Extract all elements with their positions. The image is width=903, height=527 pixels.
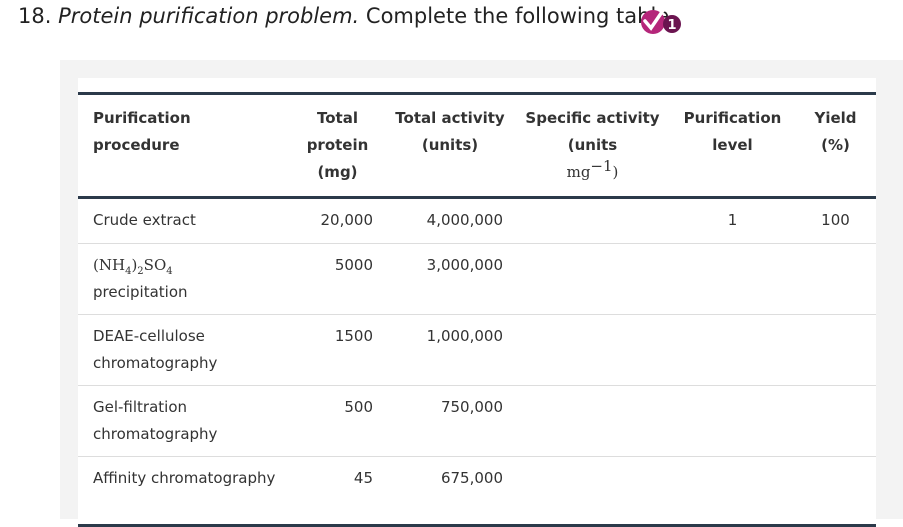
- activity-cell: 750,000: [385, 385, 515, 457]
- activity-cell: 675,000: [385, 456, 515, 527]
- assignment-icon: 1: [641, 7, 681, 34]
- specific-activity-cell: [515, 314, 670, 386]
- column-header: Purification procedure: [78, 92, 290, 199]
- purification-cell: 1: [670, 197, 795, 244]
- formula: (NH4)2SO4: [93, 256, 173, 277]
- protein-cell: 45: [290, 456, 385, 527]
- purification-cell: [670, 314, 795, 386]
- unit: mg: [566, 163, 591, 181]
- exponent: −1: [590, 157, 613, 175]
- yield-cell: [795, 243, 876, 315]
- specific-activity-cell: [515, 385, 670, 457]
- question: 18. Protein purification problem. Comple…: [18, 4, 676, 28]
- procedure-cell: (NH4)2SO4 precipitation: [78, 243, 290, 315]
- protein-cell: 5000: [290, 243, 385, 315]
- purification-cell: [670, 243, 795, 315]
- column-header: Yield (%): [795, 92, 876, 199]
- formula-text: (NH: [93, 256, 126, 274]
- data-table: Purification procedure Total protein (mg…: [78, 92, 876, 527]
- subscript: 2: [137, 266, 144, 277]
- purification-cell: [670, 456, 795, 527]
- subscript: 4: [166, 266, 173, 277]
- yield-cell: [795, 385, 876, 457]
- protein-cell: 20,000: [290, 197, 385, 244]
- specific-activity-cell: [515, 197, 670, 244]
- protein-cell: 1500: [290, 314, 385, 386]
- purification-cell: [670, 385, 795, 457]
- column-header: Purification level: [670, 92, 795, 199]
- badge: 1: [667, 18, 676, 33]
- procedure-cell: Affinity chromatography: [78, 456, 290, 527]
- formula-text: ): [131, 256, 138, 274]
- procedure-cell: DEAE-cellulose chromatography: [78, 314, 290, 386]
- procedure: DEAE-cellulose chromatography: [93, 327, 218, 372]
- yield-cell: 100: [795, 197, 876, 244]
- yield-cell: [795, 456, 876, 527]
- subscript: 4: [125, 266, 132, 277]
- yield-cell: [795, 314, 876, 386]
- procedure: Affinity chromatography: [93, 469, 276, 487]
- column-header: Total activity (units): [385, 92, 515, 199]
- specific-activity-cell: [515, 243, 670, 315]
- procedure: precipitation: [93, 283, 188, 301]
- table-row: Crude extract 20,000 4,000,000 1 100: [78, 197, 876, 244]
- procedure: Crude extract: [93, 211, 196, 229]
- question-instruction: Complete the following table.: [365, 4, 676, 28]
- specific-activity-cell: [515, 456, 670, 527]
- table-row: DEAE-cellulose chromatography 1500 1,000,0…: [78, 314, 876, 386]
- table-row: Affinity chromatography 45 675,000: [78, 456, 876, 527]
- table-row: (NH4)2SO4 precipitation 5000 3,000,000: [78, 243, 876, 315]
- activity-cell: 3,000,000: [385, 243, 515, 315]
- procedure-cell: Crude extract: [78, 197, 290, 244]
- formula-text: SO: [143, 256, 167, 274]
- protein-cell: 500: [290, 385, 385, 457]
- question-number: 18.: [18, 4, 52, 28]
- table-row: Gel-filtration chromatography 500 750,000: [78, 385, 876, 457]
- column-header: Total protein (mg): [290, 92, 385, 199]
- procedure-cell: Gel-filtration chromatography: [78, 385, 290, 457]
- activity-cell: 4,000,000: [385, 197, 515, 244]
- header-row: Purification procedure Total protein (mg…: [78, 92, 876, 199]
- activity-cell: 1,000,000: [385, 314, 515, 386]
- header-text: Specific activity (units: [525, 109, 660, 154]
- procedure: Gel-filtration chromatography: [93, 398, 218, 443]
- column-header: Specific activity (units mg−1): [515, 92, 670, 199]
- question-title: Protein purification problem.: [58, 4, 360, 28]
- paren: ): [612, 163, 619, 181]
